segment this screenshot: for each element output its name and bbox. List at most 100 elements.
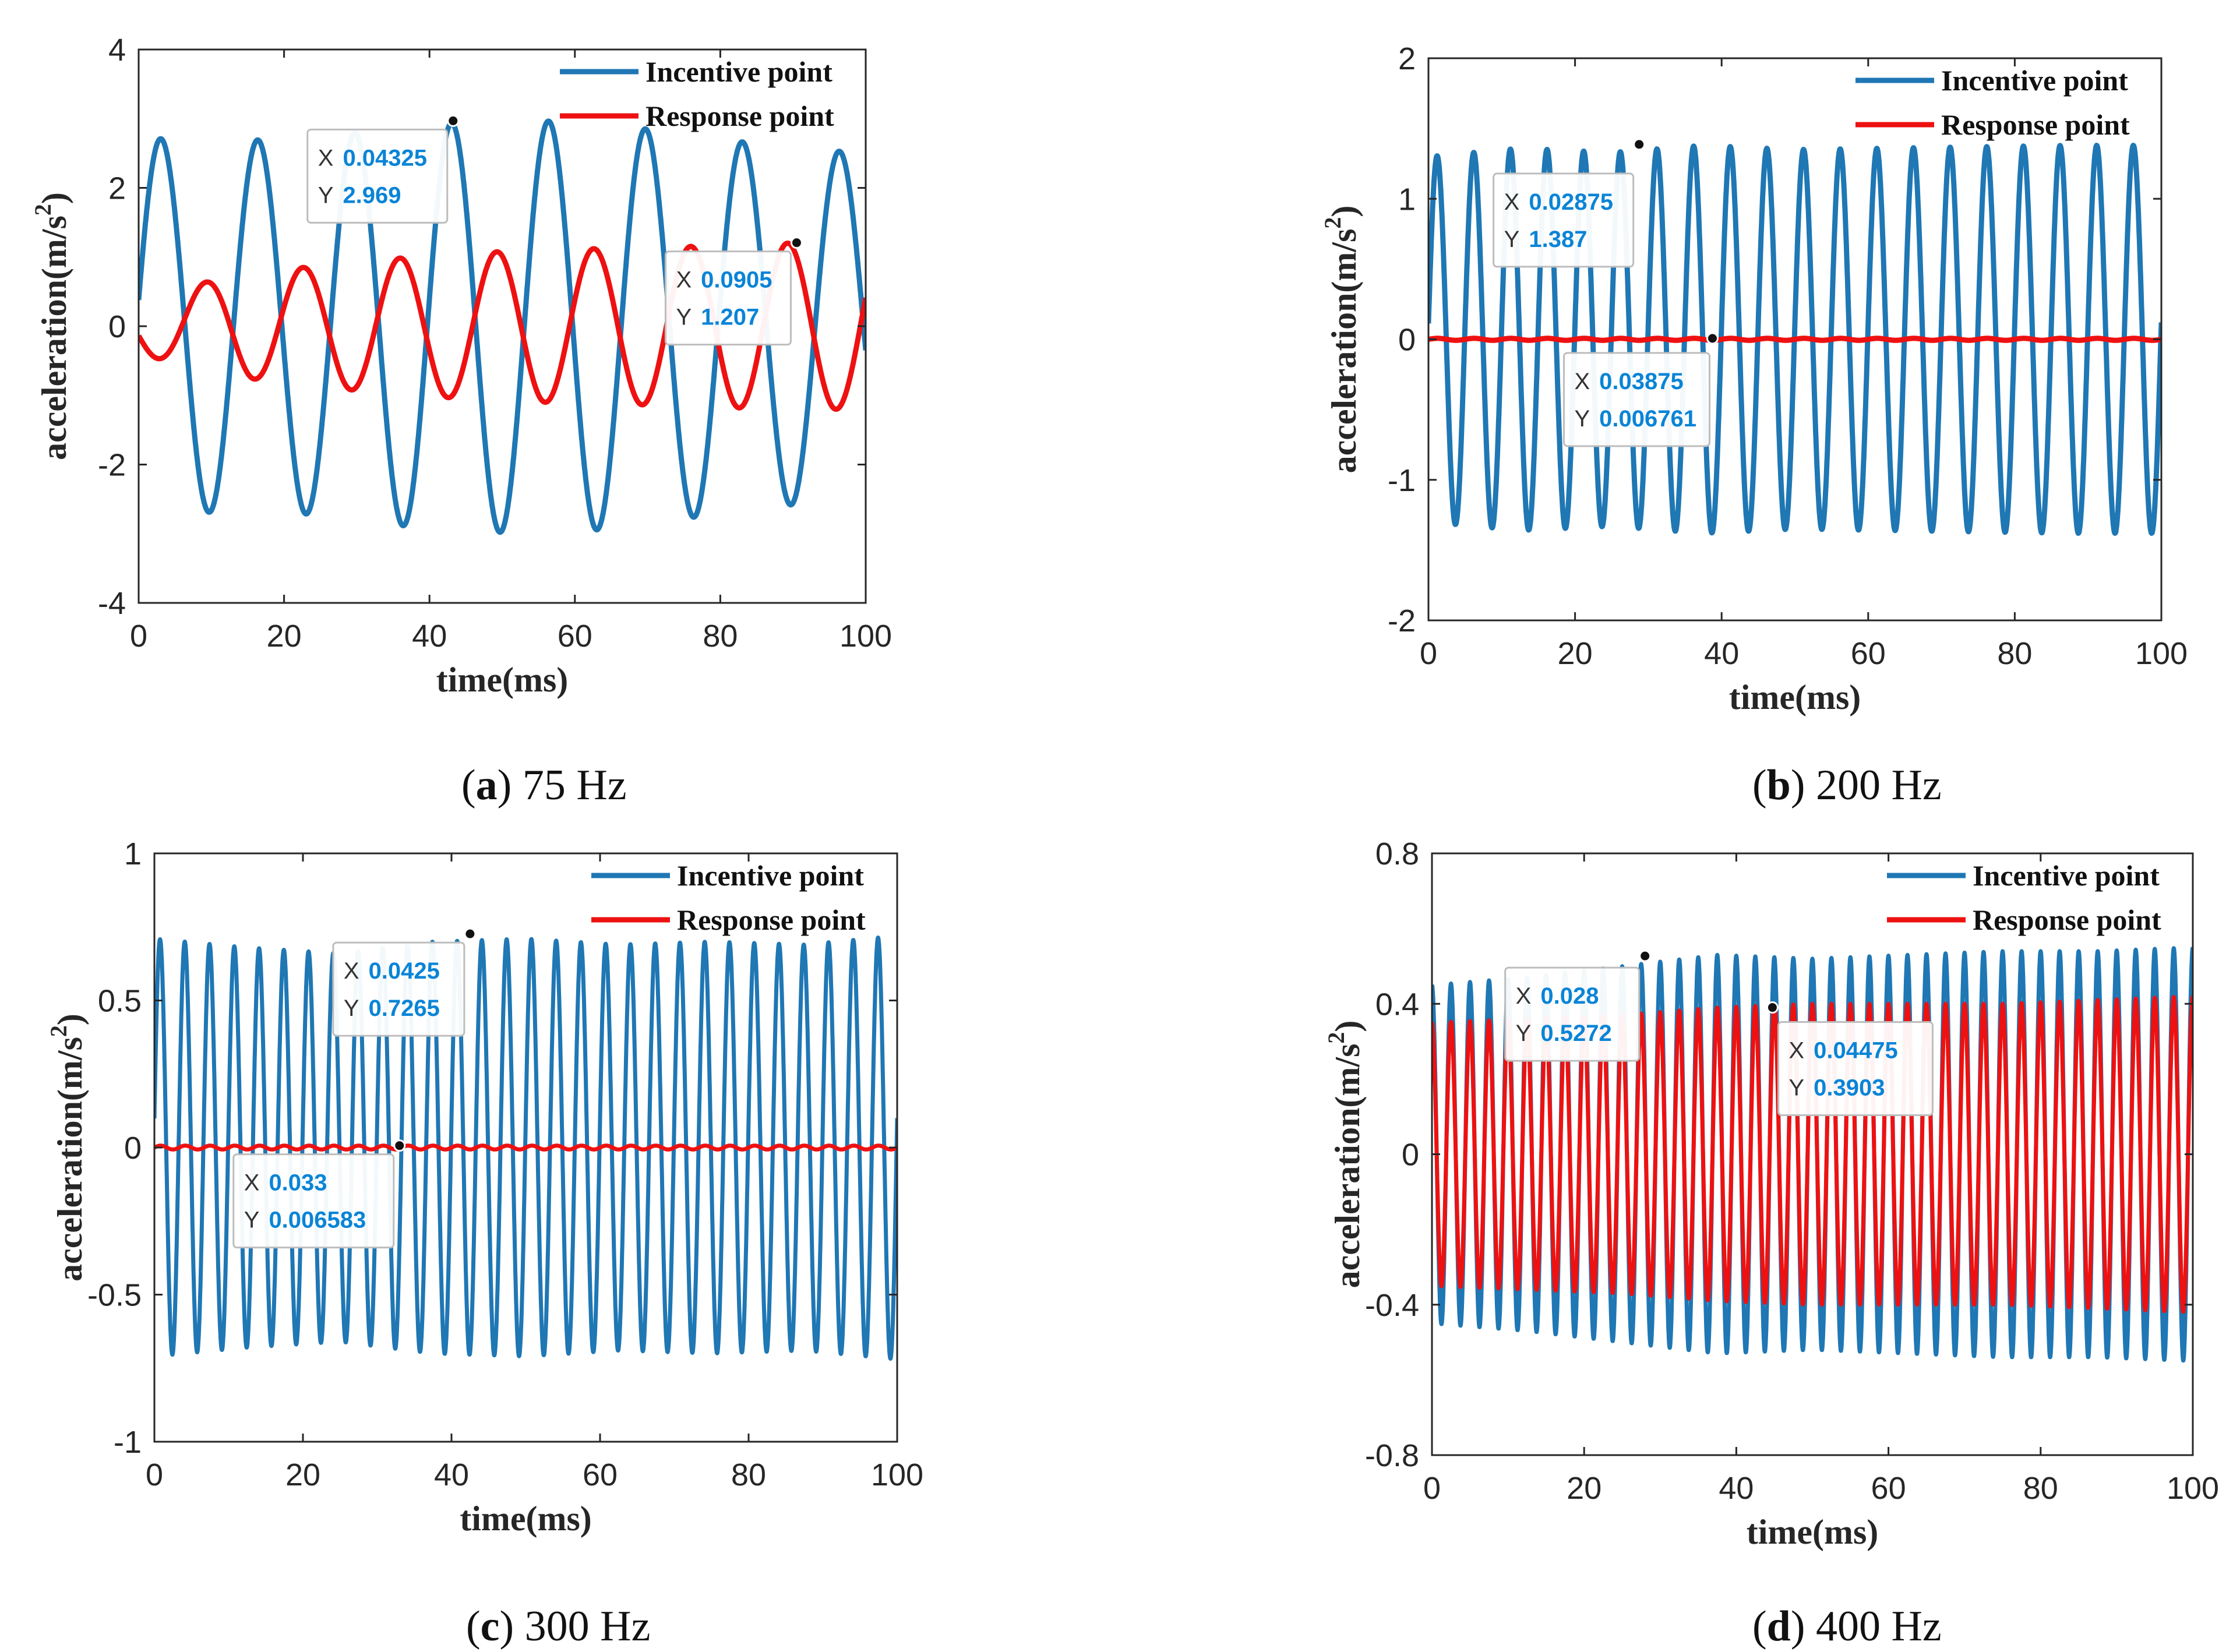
legend-label-incentive: Incentive point	[1941, 64, 2128, 97]
x-tick-label: 100	[2135, 636, 2188, 671]
y-tick-label: 0.4	[1375, 987, 1419, 1022]
datatip-box	[1777, 1021, 1934, 1117]
x-tick-label: 60	[558, 619, 592, 654]
x-tick-label: 40	[1704, 636, 1739, 671]
datatip-y-row: Y 0.006761	[1574, 406, 1696, 432]
caption-close-paren: )	[498, 761, 512, 809]
datatip-x-key: X	[318, 145, 334, 171]
legend: Incentive point Response point	[1855, 64, 2130, 141]
datatip-x-row: X 0.03875	[1574, 369, 1683, 394]
x-tick-label: 40	[412, 619, 447, 654]
caption-letter: d	[1767, 1602, 1791, 1650]
caption-frequency: 200 Hz	[1805, 761, 1941, 809]
y-axis-label-main: acceleration(m/s	[1325, 229, 1363, 474]
legend: Incentive point Response point	[591, 859, 866, 936]
x-tick-label: 60	[1851, 636, 1886, 671]
datatip-marker[interactable]	[1639, 949, 1652, 962]
y-tick-label: 0.5	[98, 984, 142, 1019]
x-tick-label: 80	[1997, 636, 2032, 671]
caption-open-paren: (	[466, 1602, 481, 1650]
series-group	[1432, 946, 2193, 1363]
legend-label-response: Response point	[645, 100, 834, 132]
y-tick-label: 1	[124, 836, 142, 871]
datatip-marker[interactable]	[393, 1139, 406, 1152]
y-tick-label: -4	[98, 586, 126, 621]
datatip-box	[306, 128, 449, 224]
caption-frequency: 400 Hz	[1805, 1602, 1941, 1650]
y-axis-label: acceleration(m/s2)	[45, 1014, 89, 1282]
y-axis-label: acceleration(m/s2)	[1323, 1021, 1367, 1289]
datatip-x-value: 0.0425	[369, 958, 440, 984]
datatip-x-value: 0.04475	[1814, 1038, 1898, 1064]
caption-open-paren: (	[1752, 761, 1767, 809]
datatip[interactable]: X 0.0905 Y 1.207	[664, 236, 803, 346]
y-axis-label-close: )	[35, 192, 73, 204]
datatip-marker[interactable]	[447, 114, 460, 127]
series-line-response	[139, 241, 866, 412]
datatip-y-key: Y	[1516, 1021, 1532, 1046]
y-axis-label-close: )	[1325, 206, 1363, 217]
panel-caption: (d) 400 Hz	[1752, 1602, 1942, 1650]
datatip-x-value: 0.04325	[343, 145, 427, 171]
datatip-y-row: Y 2.969	[318, 182, 401, 208]
datatip[interactable]: X 0.033 Y 0.006583	[232, 1139, 406, 1249]
datatip-x-row: X 0.0425	[344, 958, 440, 984]
chart-panel-a: 0 20 40 60 80 100 -4 -2 0 2 4 time(ms) acceleration(…	[30, 33, 892, 809]
datatip-y-row: Y 0.3903	[1788, 1075, 1885, 1101]
series-line-incentive	[139, 118, 866, 535]
y-tick-label: 1	[1398, 182, 1416, 217]
datatip-box	[664, 250, 792, 346]
datatip-marker[interactable]	[464, 927, 477, 940]
y-tick-label: 4	[108, 33, 126, 68]
datatip-y-key: Y	[344, 996, 359, 1021]
caption-letter: c	[481, 1602, 500, 1650]
datatip-y-value: 0.3903	[1814, 1075, 1885, 1101]
datatip-x-key: X	[1788, 1038, 1804, 1064]
y-tick-label: -2	[98, 448, 126, 483]
datatip[interactable]: X 0.0425 Y 0.7265	[332, 927, 477, 1037]
datatip-x-value: 0.0905	[701, 267, 772, 293]
legend-label-incentive: Incentive point	[1973, 859, 2160, 892]
datatip-y-row: Y 0.006583	[244, 1208, 366, 1233]
y-tick-label: 2	[108, 171, 126, 206]
datatip-y-key: Y	[676, 305, 692, 330]
datatip-box	[1504, 966, 1641, 1062]
datatip-marker[interactable]	[1766, 1001, 1779, 1014]
y-axis-label-main: acceleration(m/s	[35, 216, 73, 460]
x-tick-label: 40	[434, 1457, 469, 1492]
datatip-marker[interactable]	[790, 236, 803, 249]
y-tick-label: 0	[1402, 1138, 1419, 1173]
x-tick-label: 0	[1423, 1471, 1441, 1506]
x-tick-label: 0	[1420, 636, 1437, 671]
datatip[interactable]: X 0.04325 Y 2.969	[306, 114, 460, 224]
x-tick-label: 60	[1871, 1471, 1906, 1506]
datatip-y-key: Y	[1788, 1075, 1804, 1101]
datatip[interactable]: X 0.028 Y 0.5272	[1504, 949, 1652, 1062]
y-axis-label-superscript: 2	[1320, 217, 1346, 229]
y-axis-label-main: acceleration(m/s	[51, 1037, 89, 1282]
chart-panel-b: 0 20 40 60 80 100 -2 -1 0 1 2 time(ms) acceleration(…	[1320, 41, 2188, 809]
datatip-marker[interactable]	[1633, 138, 1646, 151]
y-axis-label: acceleration(m/s2)	[1320, 206, 1363, 474]
series-line-response	[1428, 336, 2161, 343]
datatip-box	[1562, 352, 1710, 447]
datatip-x-row: X 0.04475	[1788, 1038, 1897, 1064]
datatip-x-value: 0.028	[1540, 983, 1599, 1009]
y-tick-label: -0.8	[1365, 1438, 1419, 1473]
datatip[interactable]: X 0.03875 Y 0.006761	[1562, 332, 1719, 447]
series-line-response	[1432, 994, 2193, 1314]
y-axis-label-superscript: 2	[1323, 1032, 1349, 1044]
caption-close-paren: )	[1791, 1602, 1805, 1650]
plot-area	[1432, 853, 2193, 1455]
x-axis-label: time(ms)	[460, 1499, 592, 1538]
datatip-x-row: X 0.033	[244, 1170, 327, 1196]
y-tick-label: -2	[1388, 603, 1416, 638]
datatip-marker[interactable]	[1706, 332, 1719, 345]
datatip-y-value: 0.006583	[269, 1208, 366, 1233]
datatip[interactable]: X 0.04475 Y 0.3903	[1766, 1001, 1934, 1117]
legend-label-incentive: Incentive point	[645, 55, 832, 88]
datatip-x-key: X	[1516, 983, 1532, 1009]
x-axis-label: time(ms)	[1747, 1513, 1879, 1551]
datatip-x-row: X 0.0905	[676, 267, 772, 293]
datatip[interactable]: X 0.02875 Y 1.387	[1493, 138, 1646, 268]
